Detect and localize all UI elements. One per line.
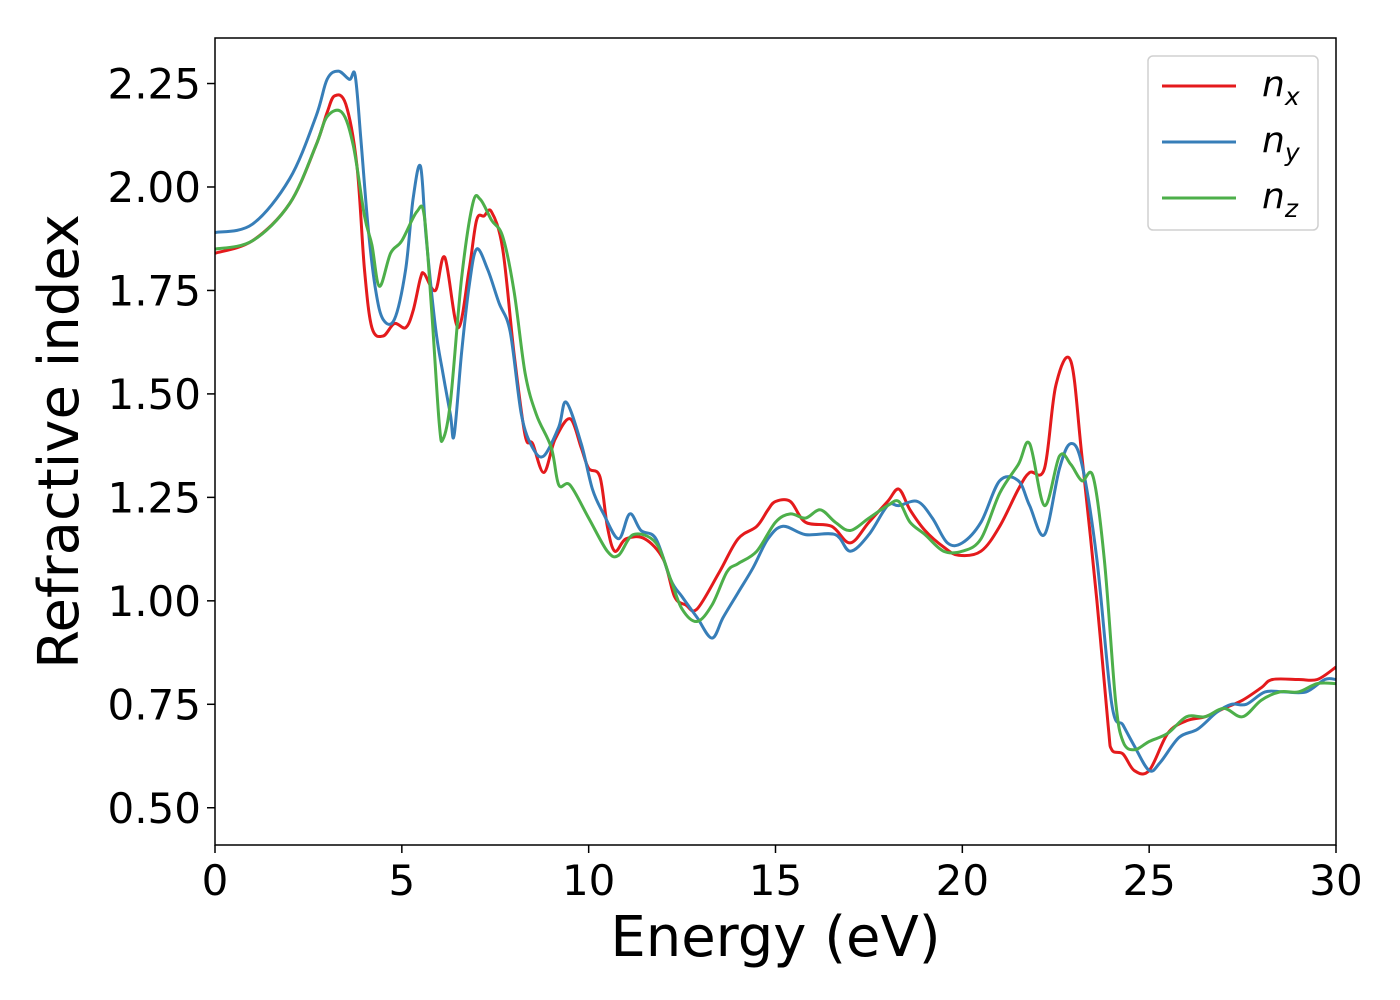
y-tick-label: 1.25 (107, 473, 201, 522)
legend-entry-nz: nz (1162, 176, 1299, 223)
legend: nx ny nz (1147, 55, 1319, 231)
y-tick-label: 1.50 (107, 370, 201, 419)
x-axis-title: Energy (eV) (610, 905, 940, 970)
series-lines (215, 69, 1336, 776)
x-tick-label: 10 (562, 856, 615, 905)
y-tick-label: 1.00 (107, 577, 201, 626)
legend-label: nx (1262, 64, 1300, 111)
x-tick-label: 20 (936, 856, 989, 905)
legend-entry-ny: ny (1162, 120, 1301, 167)
series-line-ny (215, 69, 1336, 773)
x-tick-label: 15 (749, 856, 802, 905)
y-tick-label: 0.75 (107, 680, 201, 729)
y-tick-label: 2.25 (107, 60, 201, 109)
x-tick-label: 0 (202, 856, 229, 905)
x-tick-label: 5 (388, 856, 415, 905)
y-tick-label: 2.00 (107, 163, 201, 212)
legend-entries: nx ny nz (1162, 64, 1301, 223)
series-line-nz (215, 108, 1336, 752)
y-axis-ticks: 0.50 0.75 1.00 1.25 1.50 1.75 2.00 2.25 (107, 60, 215, 833)
legend-label: nz (1262, 176, 1299, 223)
y-tick-label: 1.75 (107, 266, 201, 315)
legend-label: ny (1262, 120, 1301, 167)
x-axis-ticks: 0 5 10 15 20 25 30 (202, 845, 1363, 905)
y-axis-title: Refractive index (27, 214, 92, 669)
series-line-nx (215, 93, 1336, 776)
x-tick-label: 25 (1122, 856, 1175, 905)
legend-entry-nx: nx (1162, 64, 1300, 111)
x-tick-label: 30 (1309, 856, 1362, 905)
y-tick-label: 0.50 (107, 784, 201, 833)
